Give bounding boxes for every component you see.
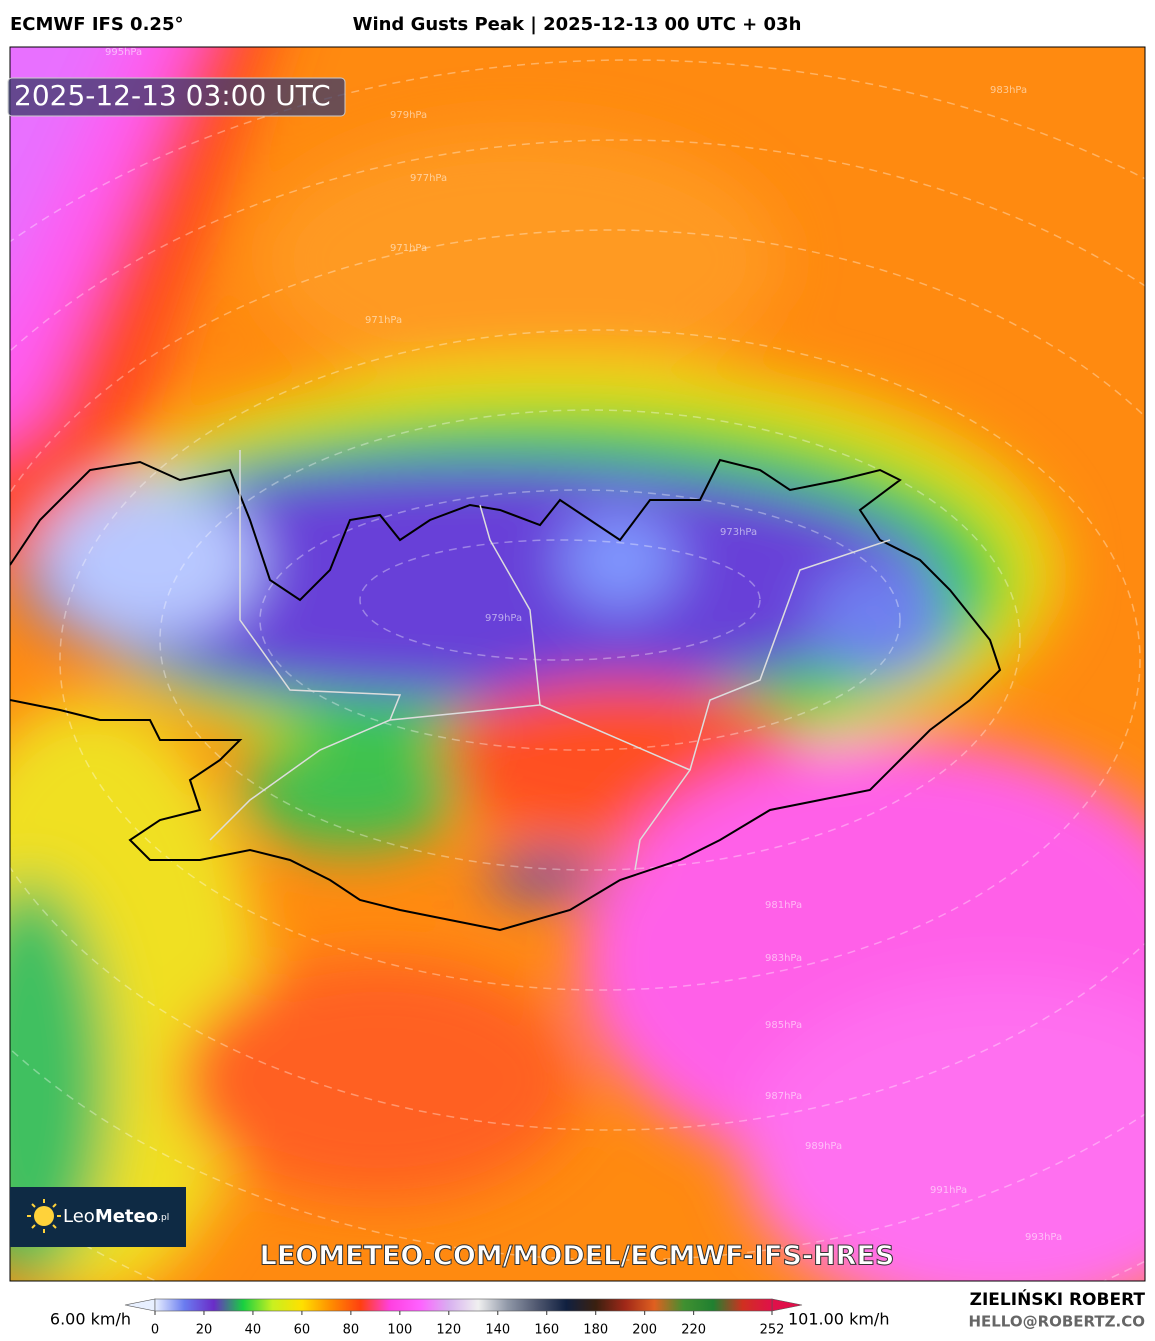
isobar-label: 989hPa (805, 1141, 842, 1152)
colorbar (154, 1298, 773, 1312)
logo-leo: Leo (63, 1206, 95, 1227)
author: ZIELIŃSKI ROBERT (970, 1288, 1146, 1310)
isobar-label: 979hPa (390, 110, 427, 121)
isobar-label: 993hPa (1025, 1232, 1062, 1243)
isobars (10, 59, 1145, 1281)
logo-meteo: Meteo (95, 1206, 158, 1227)
colorbar-tick-label: 100 (387, 1323, 412, 1338)
colorbar-tick-label: 252 (760, 1323, 785, 1338)
colorbar-tick-label: 160 (534, 1323, 559, 1338)
colorbar-tick-label: 220 (681, 1323, 706, 1338)
map-frame (9, 46, 1146, 1282)
model-name: ECMWF IFS 0.25° (10, 14, 183, 35)
colorbar-tick-label: 200 (632, 1323, 657, 1338)
isobar-label: 977hPa (410, 173, 447, 184)
logo-suffix: .pl (158, 1213, 169, 1223)
colorbar-tick-label: 140 (485, 1323, 510, 1338)
isobar-label: 983hPa (990, 85, 1027, 96)
isobar-label: 971hPa (390, 243, 427, 254)
region-borders (209, 450, 891, 871)
svg-text:LeoMeteo.pl: LeoMeteo.pl (63, 1206, 169, 1227)
isobar-label: 985hPa (765, 1020, 802, 1031)
title: Wind Gusts Peak | 2025-12-13 00 UTC + 03… (353, 14, 802, 35)
isobar-label: 979hPa (485, 613, 522, 624)
valid-time-box: 2025-12-13 03:00 UTC (7, 77, 346, 117)
watermark: LEOMETEO.COM/MODEL/ECMWF-IFS-HRES (260, 1241, 895, 1272)
isobar-label: 973hPa (720, 527, 757, 538)
colorbar-tick-label: 80 (343, 1323, 360, 1338)
isobar-label: 981hPa (765, 900, 802, 911)
logo: LeoMeteo.pl (10, 1187, 186, 1247)
colorbar-max-label: 101.00 km/h (788, 1310, 889, 1329)
isobar-label: 987hPa (765, 1091, 802, 1102)
colorbar-tick-label: 0 (151, 1323, 159, 1338)
colorbar-tick-label: 180 (583, 1323, 608, 1338)
isobar-label: 991hPa (930, 1185, 967, 1196)
isobar-label: 983hPa (765, 953, 802, 964)
valid-time: 2025-12-13 03:00 UTC (14, 79, 331, 112)
isobar-label: 971hPa (365, 315, 402, 326)
colorbar-min-label: 6.00 km/h (50, 1310, 131, 1329)
email: HELLO@ROBERTZ.CO (968, 1313, 1145, 1331)
colorbar-tick-label: 40 (245, 1323, 262, 1338)
isobar-label: 995hPa (105, 47, 142, 58)
colorbar-tick-label: 60 (294, 1323, 311, 1338)
coastline (10, 458, 1002, 932)
colorbar-tick-label: 120 (436, 1323, 461, 1338)
colorbar-tick-label: 20 (196, 1323, 213, 1338)
